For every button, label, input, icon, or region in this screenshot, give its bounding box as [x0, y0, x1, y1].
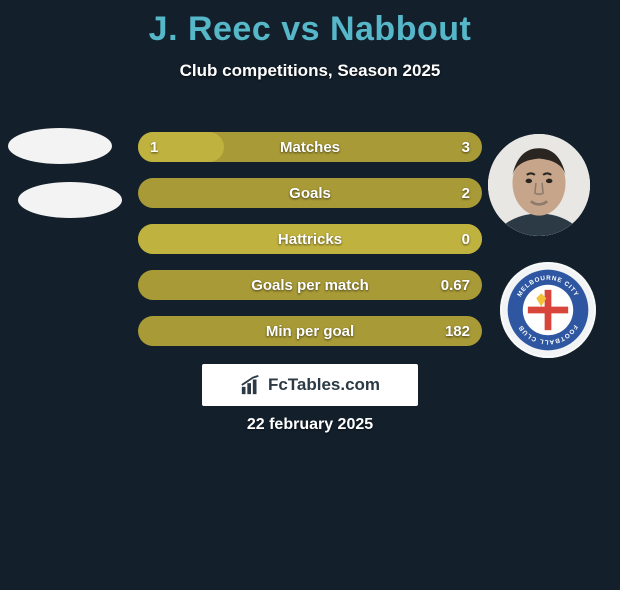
stat-left-value: 1 — [150, 132, 158, 162]
brand-box: FcTables.com — [202, 364, 418, 406]
player-head-icon — [488, 134, 590, 236]
stats-panel: Matches1 3 Goals2 Hattricks0 Goals per match… — [138, 132, 482, 362]
stat-right-value: 2 — [462, 178, 470, 208]
stat-label: Goals — [138, 178, 482, 208]
stat-row: Min per goal182 — [138, 316, 482, 346]
stat-right-value: 0 — [462, 224, 470, 254]
page-title: J. Reec vs Nabbout — [0, 10, 620, 49]
stat-row: Goals per match0.67 — [138, 270, 482, 300]
right-player-avatar — [488, 134, 590, 236]
stat-label: Hattricks — [138, 224, 482, 254]
stat-row: Goals2 — [138, 178, 482, 208]
stat-label: Goals per match — [138, 270, 482, 300]
subtitle: Club competitions, Season 2025 — [0, 61, 620, 81]
bars-icon — [240, 374, 262, 396]
stat-right-value: 182 — [445, 316, 470, 346]
club-crest-icon: MELBOURNE CITY FOOTBALL CLUB — [506, 268, 590, 352]
stat-right-value: 0.67 — [441, 270, 470, 300]
stat-right-value: 3 — [462, 132, 470, 162]
right-club-logo: MELBOURNE CITY FOOTBALL CLUB — [500, 262, 596, 358]
stat-row: Matches1 3 — [138, 132, 482, 162]
left-club-logo — [18, 182, 122, 218]
stat-label: Matches — [138, 132, 482, 162]
date-text: 22 february 2025 — [0, 416, 620, 434]
stat-label: Min per goal — [138, 316, 482, 346]
left-player-avatar — [8, 128, 112, 164]
stat-row: Hattricks0 — [138, 224, 482, 254]
brand-text: FcTables.com — [268, 375, 380, 395]
